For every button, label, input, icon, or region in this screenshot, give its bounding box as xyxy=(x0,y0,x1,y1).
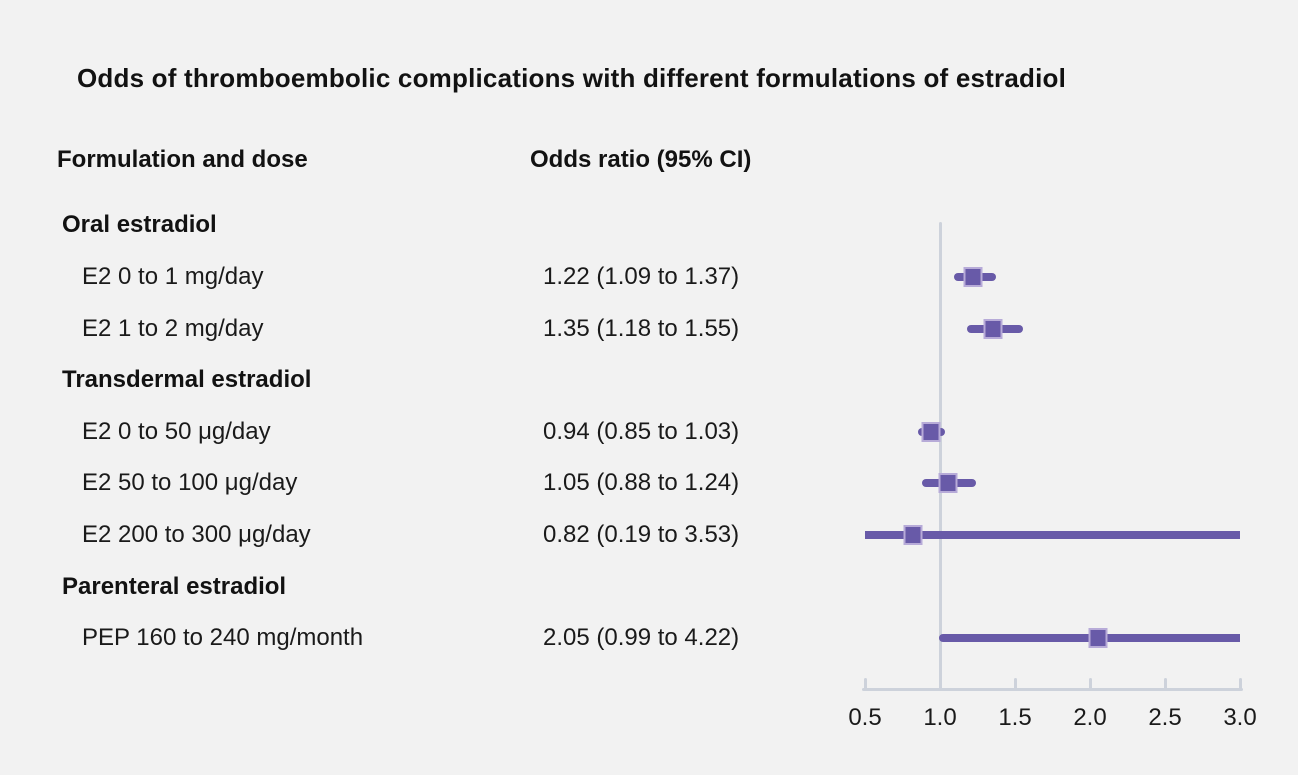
x-axis-tick-label: 2.5 xyxy=(1148,704,1182,731)
row-odds-ratio-value: 0.94 (0.85 to 1.03) xyxy=(543,417,740,445)
group-label: Parenteral estradiol xyxy=(62,572,287,600)
row-odds-ratio-value: 1.35 (1.18 to 1.55) xyxy=(543,314,740,342)
x-axis-tick xyxy=(938,678,942,690)
x-axis-tick-label: 1.0 xyxy=(923,704,957,731)
x-axis-tick xyxy=(1163,678,1167,690)
odds-ratio-point-marker xyxy=(983,318,1002,339)
odds-ratio-point-marker xyxy=(1088,628,1107,649)
x-axis-tick-label: 1.5 xyxy=(998,704,1032,731)
odds-ratio-point-marker xyxy=(938,473,957,494)
group-label: Transdermal estradiol xyxy=(62,366,312,394)
row-odds-ratio-value: 0.82 (0.19 to 3.53) xyxy=(543,520,740,548)
row-label: E2 1 to 2 mg/day xyxy=(82,314,264,342)
row-label: E2 200 to 300 μg/day xyxy=(82,520,311,548)
x-axis-tick-label: 3.0 xyxy=(1223,704,1257,731)
x-axis-tick xyxy=(863,678,867,690)
row-odds-ratio-value: 2.05 (0.99 to 4.22) xyxy=(543,624,740,652)
column-header-odds-ratio: Odds ratio (95% CI) xyxy=(530,146,752,173)
row-odds-ratio-value: 1.05 (0.88 to 1.24) xyxy=(543,469,740,497)
x-axis-tick xyxy=(1238,678,1242,690)
row-label: E2 50 to 100 μg/day xyxy=(82,469,298,497)
column-header-formulation: Formulation and dose xyxy=(57,146,308,173)
odds-ratio-point-marker xyxy=(963,266,983,287)
x-axis-tick xyxy=(1013,678,1017,690)
odds-ratio-point-marker xyxy=(903,524,923,545)
group-label: Oral estradiol xyxy=(62,211,217,239)
row-label: E2 0 to 1 mg/day xyxy=(82,262,264,290)
odds-ratio-point-marker xyxy=(921,421,941,442)
row-label: PEP 160 to 240 mg/month xyxy=(82,624,364,652)
x-axis-tick-label: 0.5 xyxy=(848,704,882,731)
x-axis-tick xyxy=(1088,678,1092,690)
confidence-interval-line xyxy=(865,530,1240,539)
x-axis-line xyxy=(862,688,1243,691)
x-axis-tick-label: 2.0 xyxy=(1073,704,1107,731)
row-label: E2 0 to 50 μg/day xyxy=(82,417,271,445)
reference-line-or-1 xyxy=(938,222,942,690)
figure-title: Odds of thromboembolic complications wit… xyxy=(77,63,1067,93)
row-odds-ratio-value: 1.22 (1.09 to 1.37) xyxy=(543,262,740,290)
